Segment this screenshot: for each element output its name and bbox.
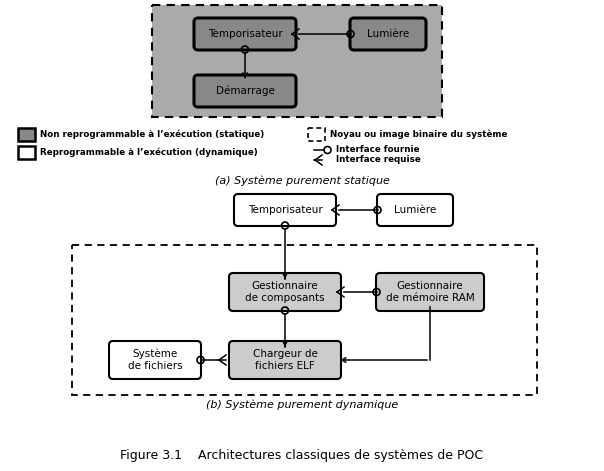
Text: Gestionnaire
de mémoire RAM: Gestionnaire de mémoire RAM (385, 281, 474, 303)
Text: (a) Système purement statique: (a) Système purement statique (214, 175, 390, 186)
Bar (18, 128, 35, 141)
Bar (152, 5, 442, 117)
Text: Noyau ou image binaire du système: Noyau ou image binaire du système (330, 130, 507, 139)
Text: Temporisateur: Temporisateur (248, 205, 323, 215)
Bar (72, 245, 537, 395)
Text: Non reprogrammable à l’exécution (statique): Non reprogrammable à l’exécution (statiq… (40, 130, 265, 139)
Text: Temporisateur: Temporisateur (208, 29, 283, 39)
FancyBboxPatch shape (194, 75, 296, 107)
FancyBboxPatch shape (234, 194, 336, 226)
Text: Démarrage: Démarrage (216, 86, 274, 96)
FancyBboxPatch shape (377, 194, 453, 226)
Text: Interface fournie: Interface fournie (336, 146, 420, 154)
Text: Figure 3.1    Architectures classiques de systèmes de POC: Figure 3.1 Architectures classiques de s… (120, 448, 484, 462)
Bar (308, 128, 325, 141)
Text: Lumière: Lumière (367, 29, 409, 39)
FancyBboxPatch shape (229, 273, 341, 311)
Text: Lumière: Lumière (394, 205, 436, 215)
Text: Chargeur de
fichiers ELF: Chargeur de fichiers ELF (252, 349, 318, 371)
Text: Système
de fichiers: Système de fichiers (127, 349, 182, 371)
FancyBboxPatch shape (109, 341, 201, 379)
FancyBboxPatch shape (350, 18, 426, 50)
Bar (18, 146, 35, 159)
Text: (b) Système purement dynamique: (b) Système purement dynamique (206, 400, 398, 411)
Text: Interface requise: Interface requise (336, 155, 421, 164)
FancyBboxPatch shape (229, 341, 341, 379)
FancyBboxPatch shape (376, 273, 484, 311)
Text: Reprogrammable à l’exécution (dynamique): Reprogrammable à l’exécution (dynamique) (40, 148, 258, 157)
Text: Gestionnaire
de composants: Gestionnaire de composants (245, 281, 325, 303)
FancyBboxPatch shape (194, 18, 296, 50)
